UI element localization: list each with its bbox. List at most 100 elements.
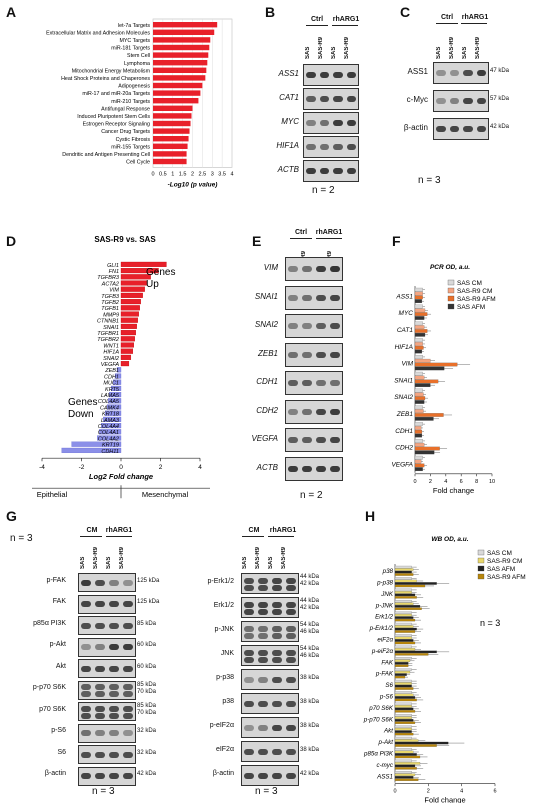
category-label: Cystic Fibrosis: [116, 137, 151, 143]
blot-row-label: p70 S6K: [39, 705, 66, 713]
bar: [394, 616, 414, 619]
blot-row-label: CAT1: [279, 93, 299, 102]
gene-label: TGFB1: [101, 306, 119, 312]
gene-label: GLI1: [107, 263, 119, 269]
blot-row-label: MYC: [281, 117, 299, 126]
blot-band: [123, 751, 133, 758]
blot-band: [258, 649, 268, 656]
chart-title: SAS-R9 vs. SAS: [94, 235, 156, 244]
blot-band: [258, 632, 268, 639]
blot-strip: [241, 621, 299, 642]
panel-letter-c: C: [400, 4, 411, 20]
bar: [120, 354, 132, 360]
blot-band: [288, 294, 298, 301]
blot-band: [306, 168, 316, 174]
blot-band: [123, 712, 133, 719]
column-label: SAS: [462, 46, 468, 59]
bar: [414, 345, 424, 350]
blot-band: [319, 144, 329, 150]
group-label-ctrl: Ctrl: [310, 16, 324, 23]
bar: [153, 22, 218, 28]
bar: [394, 588, 412, 592]
column-label: SAS-R9: [344, 36, 350, 59]
blot-strip: [241, 669, 299, 690]
column-label: SAS-R9: [281, 546, 287, 569]
bar: [394, 687, 414, 690]
bar: [394, 755, 421, 759]
bar: [120, 342, 134, 348]
bar: [394, 716, 412, 720]
blot-strip: [78, 616, 136, 635]
bar: [153, 120, 191, 127]
blot-band: [95, 712, 105, 719]
blot-row-label: ACTB: [277, 165, 299, 174]
bar: [120, 336, 135, 342]
bar: [414, 467, 423, 472]
bar: [394, 767, 417, 770]
blot-strip: [78, 766, 136, 786]
blot-band: [288, 351, 298, 358]
gene-label: ACTA2: [101, 281, 119, 287]
x-axis-label: Log2 Fold change: [89, 472, 153, 481]
blot-band: [109, 691, 119, 697]
category-label: p70 S6K: [368, 705, 394, 712]
blot-strip: [241, 693, 299, 714]
blot-band: [95, 705, 105, 712]
bar: [153, 67, 207, 73]
bar: [394, 696, 416, 699]
blot-band: [316, 266, 326, 272]
blot-band: [109, 730, 119, 736]
bar: [394, 744, 437, 747]
bar: [414, 325, 425, 329]
category-label: p38: [382, 568, 394, 575]
blot-band: [81, 644, 91, 650]
blot-band: [272, 656, 282, 663]
bar: [414, 371, 423, 376]
category-label: p-eiF2α: [371, 648, 394, 655]
category-label: p-Erk1/2: [369, 625, 394, 632]
x-tick-label: 4: [198, 464, 202, 471]
blot-band: [244, 625, 254, 632]
blot-band: [330, 437, 340, 443]
category-label: Dendritic and Antigen Presenting Cell: [62, 152, 150, 158]
bar: [394, 600, 412, 603]
bar: [394, 579, 417, 583]
bar: [120, 361, 130, 367]
kda-label: 32 kDa: [137, 728, 157, 734]
blot-band: [449, 98, 459, 104]
blot-strip: [285, 285, 343, 310]
blot-band: [288, 408, 298, 415]
bar: [394, 625, 414, 628]
blot-band: [286, 584, 296, 591]
blot-band: [258, 656, 268, 663]
gene-label: MMP9: [103, 312, 119, 318]
blot-row-label: β-actin: [403, 123, 428, 132]
gene-label: MUC1: [103, 381, 119, 387]
blot-band: [288, 380, 298, 386]
group-label-rharg1: rhARG1: [105, 527, 133, 534]
n-label-d: n = 3: [10, 533, 33, 544]
group-line: [268, 536, 294, 537]
category-label: Lymphoma: [124, 61, 150, 67]
blot-strip: [78, 594, 136, 614]
blot-band: [81, 684, 91, 690]
panel-letter-d: D: [6, 233, 17, 249]
blot-band: [346, 120, 356, 126]
blot-band: [95, 665, 105, 672]
bar: [394, 630, 416, 633]
blot-row-label: β-actin: [212, 769, 234, 777]
blot-strip: [78, 702, 136, 721]
group-line: [332, 25, 358, 26]
gene-label: VEGFA: [101, 362, 120, 368]
blot-strip: [433, 90, 489, 112]
bar: [116, 367, 122, 373]
blot-band: [95, 730, 105, 736]
blot-row-label: eIF2α: [215, 745, 234, 753]
bar: [414, 295, 423, 300]
gene-label: TGFB3: [101, 294, 120, 300]
bar: [414, 450, 435, 455]
gene-label: TGFB2: [101, 300, 119, 306]
kda-label: 32 kDa: [137, 749, 157, 756]
category-label: miR-17 and miR-20a Targets: [82, 91, 150, 97]
blot-band: [81, 601, 91, 607]
